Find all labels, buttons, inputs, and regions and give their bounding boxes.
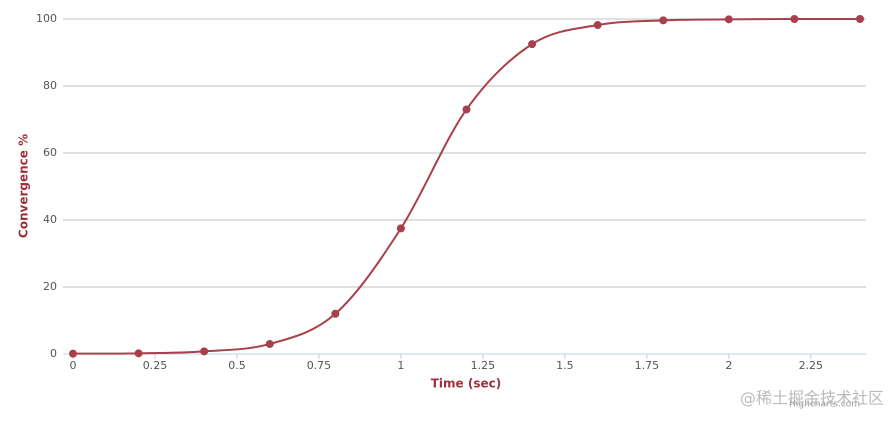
data-point [331, 309, 340, 318]
x-tick-label: 1.5 [556, 359, 574, 372]
data-point [528, 40, 537, 49]
y-tick-label: 20 [43, 280, 57, 293]
x-tick-label: 1 [397, 359, 404, 372]
data-point [462, 105, 471, 114]
data-point [724, 15, 733, 24]
x-tick-label: 0.5 [228, 359, 246, 372]
watermark: @稀土掘金技术社区 [740, 389, 884, 408]
data-point [659, 16, 668, 25]
y-tick-label: 100 [36, 12, 57, 25]
x-tick-label: 0.25 [143, 359, 168, 372]
x-tick-label: 1.25 [471, 359, 496, 372]
data-point [856, 15, 864, 23]
y-tick-label: 40 [43, 213, 57, 226]
x-tick-label: 2 [725, 359, 732, 372]
data-point [69, 349, 77, 358]
data-point [134, 349, 143, 358]
credits: Highcharts.com [789, 400, 860, 410]
y-axis-title: Convergence % [17, 134, 31, 238]
y-tick-label: 60 [43, 146, 57, 159]
series-line [72, 17, 861, 355]
data-point [396, 224, 405, 233]
data-point [593, 21, 602, 30]
y-tick-label: 0 [50, 347, 57, 360]
data-point [200, 347, 209, 356]
data-point [265, 339, 274, 348]
x-tick-label: 2.25 [799, 359, 824, 372]
y-tick-label: 80 [43, 79, 57, 92]
x-tick-label: 0.75 [307, 359, 332, 372]
x-axis-title: Time (sec) [431, 377, 501, 391]
data-point [790, 15, 799, 23]
x-tick-label: 0 [70, 359, 77, 372]
x-tick-label: 1.75 [635, 359, 660, 372]
